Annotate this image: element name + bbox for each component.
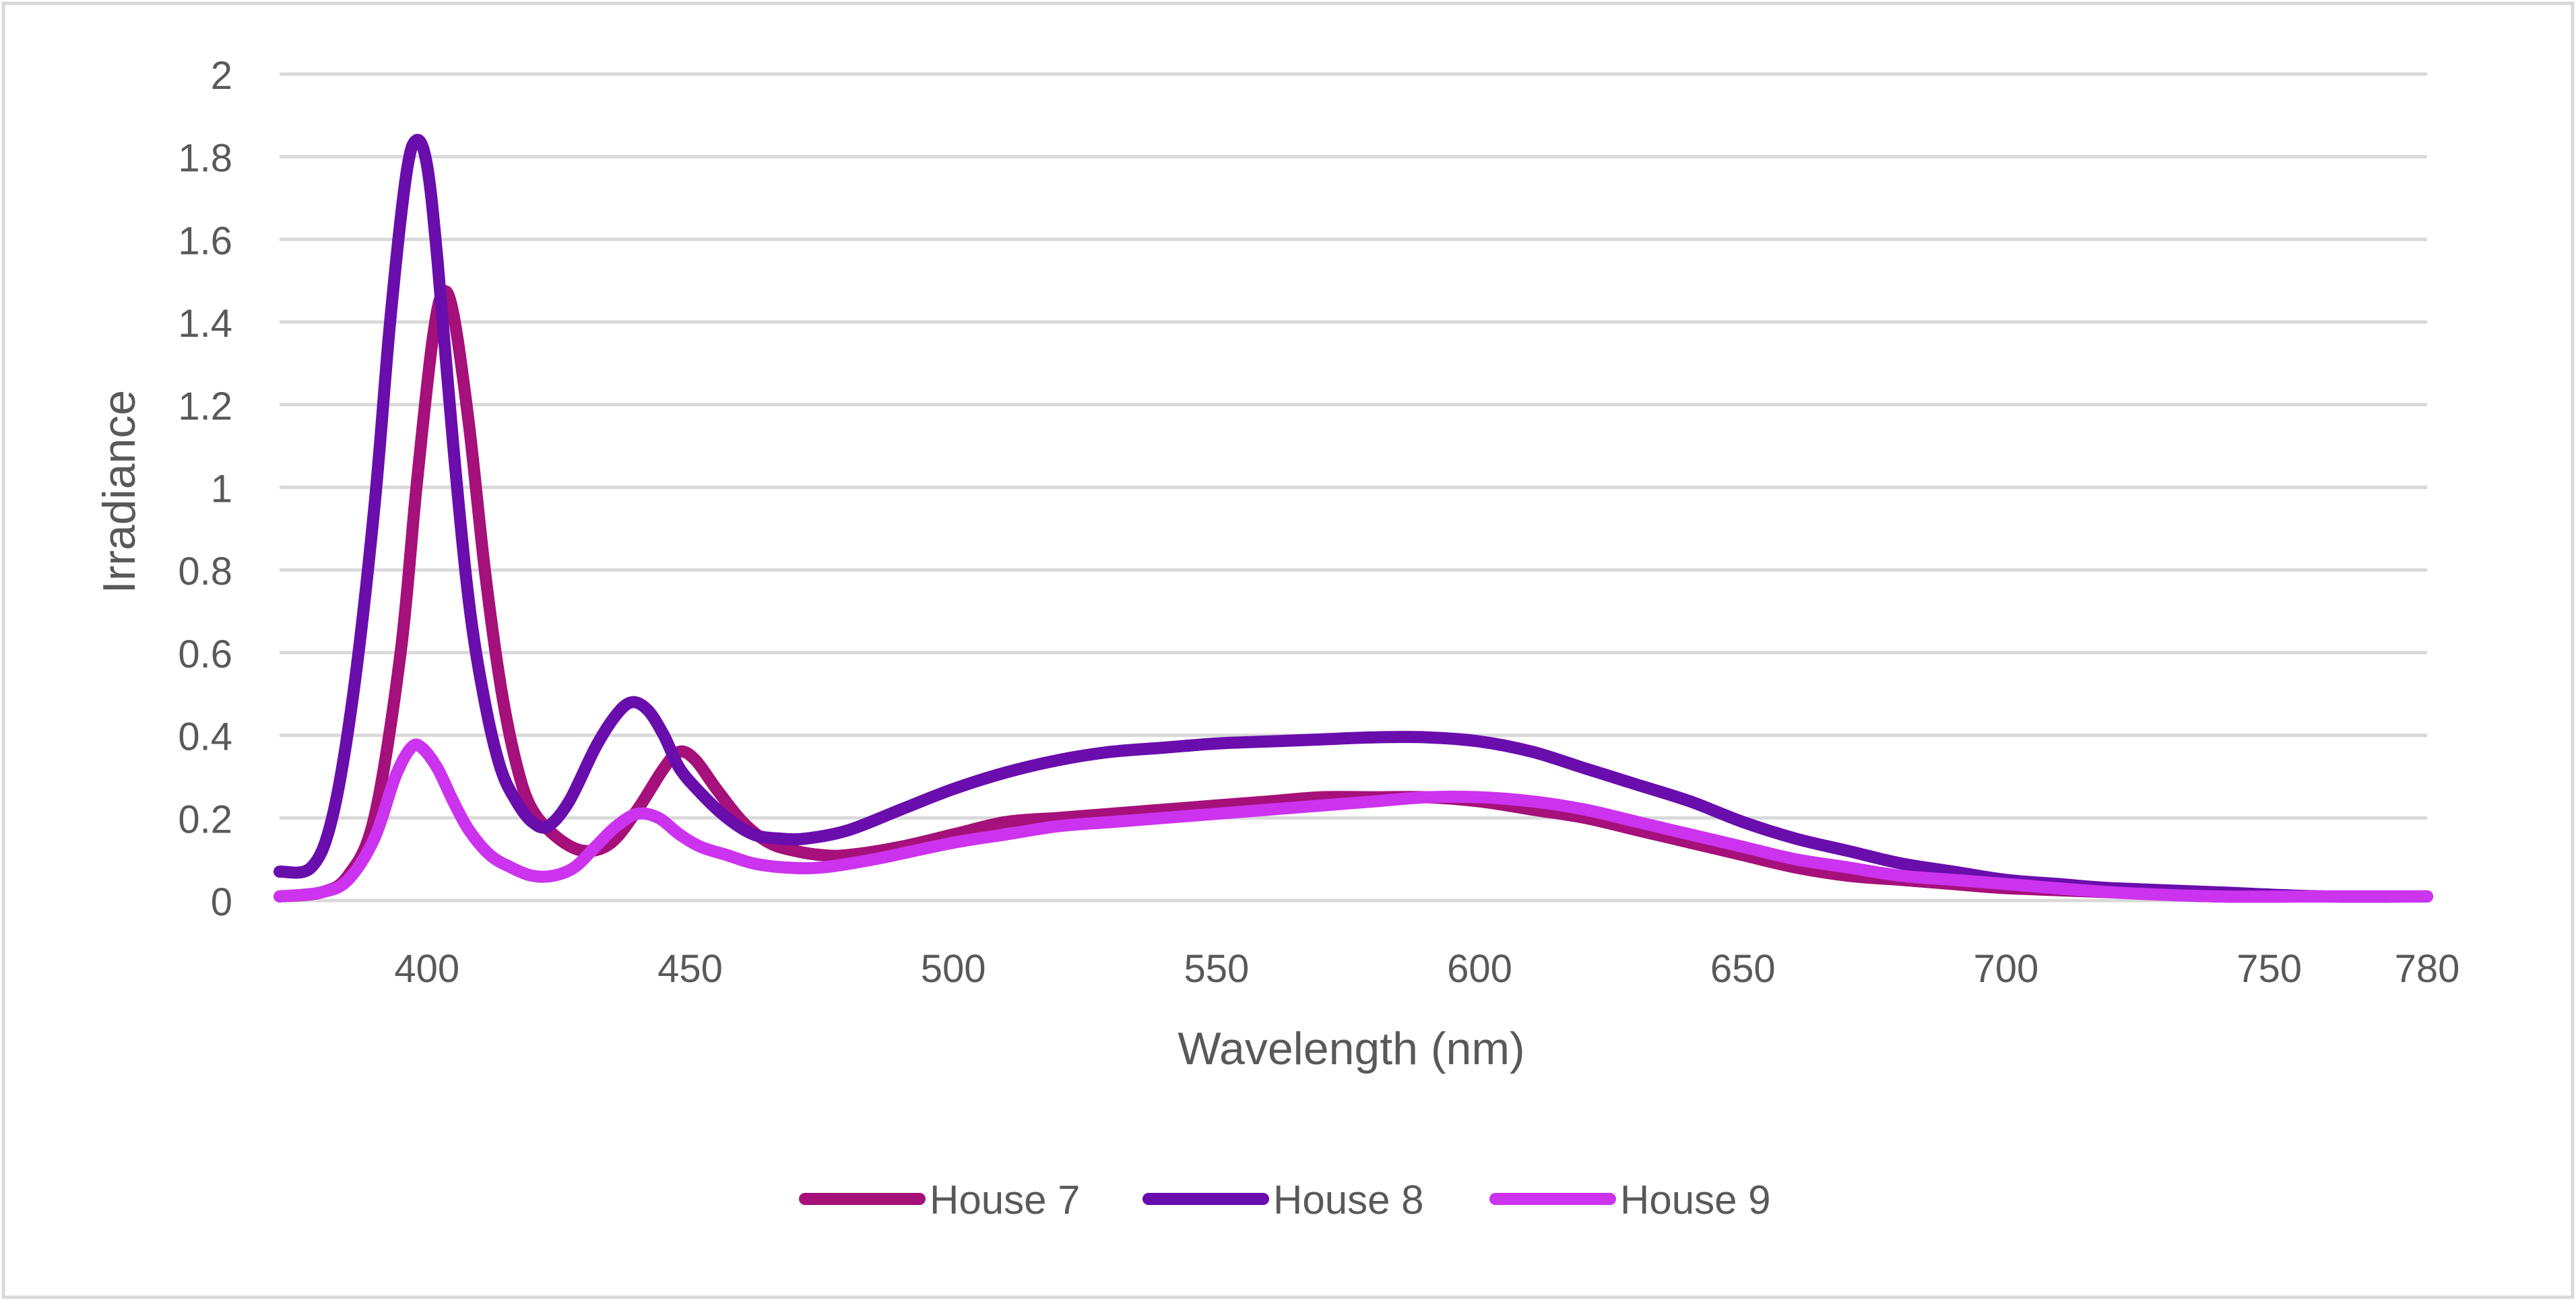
legend-label: House 9: [1620, 1177, 1770, 1222]
y-tick-label: 0.8: [178, 550, 232, 593]
series-line-2: [273, 133, 2433, 903]
x-axis-ticks: 400 450 500 550 600 650 700 750 780: [394, 947, 2459, 991]
y-tick-label: 1.4: [178, 302, 232, 346]
y-axis-title: Irradiance: [94, 390, 145, 593]
y-tick-label: 1: [211, 467, 232, 511]
y-tick-label: 0: [211, 880, 232, 924]
x-tick-label: 650: [1710, 947, 1776, 991]
y-tick-label: 1.8: [178, 137, 232, 181]
legend-label: House 8: [1273, 1177, 1423, 1222]
x-tick-label: 600: [1447, 947, 1512, 991]
y-tick-label: 0.4: [178, 715, 232, 759]
x-tick-label: 700: [1974, 947, 2039, 991]
x-tick-label: 450: [657, 947, 723, 991]
x-tick-label: 550: [1184, 947, 1249, 991]
x-tick-label: 780: [2395, 947, 2460, 991]
y-axis-ticks: 0 0.2 0.4 0.6 0.8 1 1.2 1.4 1.6 1.8 2: [178, 54, 232, 924]
x-tick-label: 500: [921, 947, 986, 991]
series-line-1: [273, 285, 2433, 903]
y-tick-label: 0.2: [178, 797, 232, 841]
x-axis-title: Wavelength (nm): [1178, 1023, 1524, 1074]
series-lines: [273, 133, 2433, 903]
y-tick-label: 1.6: [178, 219, 232, 263]
y-tick-label: 0.6: [178, 632, 232, 676]
legend-label: House 7: [930, 1177, 1080, 1222]
legend: House 7 House 8 House 9: [799, 1177, 1770, 1222]
y-tick-label: 2: [211, 54, 232, 98]
series-line-3: [273, 738, 2433, 903]
x-tick-label: 750: [2236, 947, 2302, 991]
x-tick-label: 400: [394, 947, 459, 991]
y-tick-label: 1.2: [178, 385, 232, 428]
